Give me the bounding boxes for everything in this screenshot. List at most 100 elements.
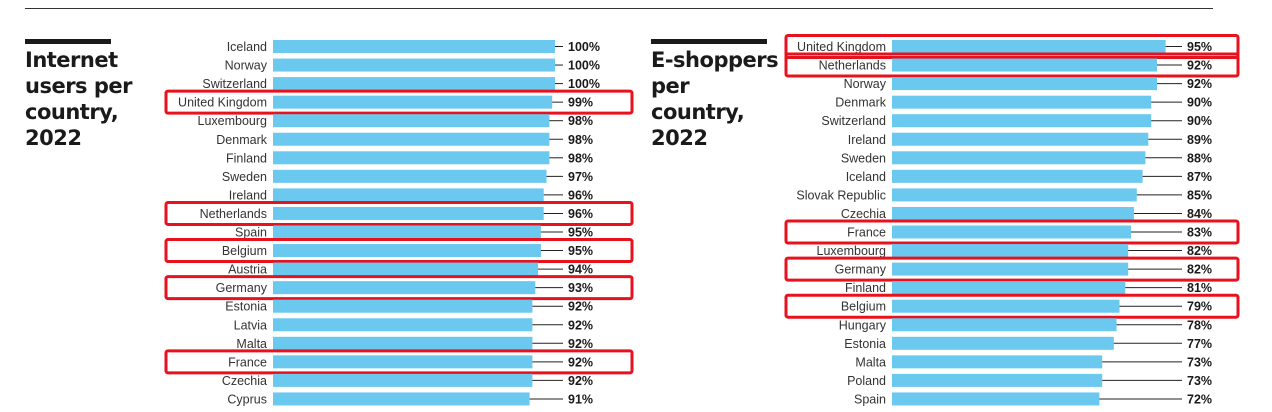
category-label: Netherlands — [819, 59, 886, 73]
bar-france — [273, 355, 533, 369]
category-label: Finland — [226, 151, 267, 165]
value-label: 98% — [568, 114, 593, 128]
value-label: 73% — [1187, 355, 1212, 369]
bar-poland — [892, 373, 1103, 387]
value-label: 99% — [568, 96, 593, 110]
value-label: 84% — [1187, 207, 1212, 221]
category-label: Cyprus — [227, 392, 267, 406]
value-label: 93% — [568, 281, 593, 295]
value-label: 94% — [568, 263, 593, 277]
category-label: Germany — [835, 263, 887, 277]
value-label: 92% — [1187, 59, 1212, 73]
value-label: 95% — [568, 244, 593, 258]
value-label: 95% — [1187, 40, 1212, 54]
bar-malta — [892, 355, 1103, 369]
bar-luxembourg — [892, 244, 1129, 258]
category-label: Slovak Republic — [796, 188, 886, 202]
bar-latvia — [273, 318, 533, 332]
panel-title-accent-bar — [25, 39, 111, 44]
bar-belgium — [273, 244, 541, 258]
category-label: Czechia — [841, 207, 886, 221]
bar-hungary — [892, 318, 1117, 332]
highlight-box — [164, 89, 634, 115]
bar-iceland — [892, 169, 1143, 183]
panel-title-e-shoppers: E-shoppers per country, 2022 — [651, 48, 779, 150]
bar-sweden — [892, 151, 1146, 165]
category-label: Switzerland — [821, 114, 886, 128]
bar-czechia — [892, 206, 1134, 220]
bar-ireland — [892, 132, 1149, 146]
value-label: 73% — [1187, 374, 1212, 388]
category-label: Spain — [235, 226, 267, 240]
category-label: Norway — [225, 59, 268, 73]
category-label: Germany — [216, 281, 268, 295]
value-label: 98% — [568, 151, 593, 165]
bar-netherlands — [273, 206, 544, 220]
value-label: 96% — [568, 207, 593, 221]
category-label: Austria — [228, 263, 267, 277]
value-label: 100% — [568, 77, 600, 91]
highlight-box — [784, 34, 1240, 59]
value-label: 98% — [568, 133, 593, 147]
value-label: 100% — [568, 40, 600, 54]
value-label: 92% — [568, 374, 593, 388]
bar-luxembourg — [273, 114, 550, 128]
category-label: Sweden — [222, 170, 267, 184]
value-label: 87% — [1187, 170, 1212, 184]
category-label: Finland — [845, 281, 886, 295]
value-label: 100% — [568, 59, 600, 73]
bar-estonia — [892, 336, 1114, 350]
value-label: 90% — [1187, 114, 1212, 128]
bar-slovak-republic — [892, 188, 1137, 202]
value-label: 88% — [1187, 151, 1212, 165]
category-label: Denmark — [835, 96, 886, 110]
category-label: Hungary — [839, 318, 887, 332]
bar-switzerland — [273, 77, 555, 91]
category-label: Netherlands — [200, 207, 267, 221]
highlight-box — [164, 275, 634, 301]
value-label: 78% — [1187, 318, 1212, 332]
category-label: Ireland — [848, 133, 886, 147]
value-label: 79% — [1187, 300, 1212, 314]
highlight-box — [164, 200, 634, 226]
value-label: 83% — [1187, 226, 1212, 240]
value-label: 96% — [568, 188, 593, 202]
bar-united-kingdom — [892, 40, 1166, 53]
bar-netherlands — [892, 58, 1157, 72]
bar-ireland — [273, 188, 544, 202]
category-label: Malta — [236, 337, 267, 351]
bar-spain — [892, 392, 1100, 406]
bar-norway — [273, 58, 555, 72]
panel-title-internet-users: Internet users per country, 2022 — [25, 48, 133, 150]
bar-norway — [892, 77, 1157, 91]
category-label: United Kingdom — [178, 96, 267, 110]
category-label: Estonia — [844, 337, 886, 351]
bar-finland — [892, 281, 1126, 295]
value-label: 92% — [568, 318, 593, 332]
highlight-box — [784, 256, 1240, 282]
category-label: Sweden — [841, 151, 886, 165]
bar-denmark — [892, 95, 1152, 109]
bar-austria — [273, 262, 539, 276]
value-label: 92% — [568, 300, 593, 314]
category-label: Spain — [854, 392, 886, 406]
highlight-box — [784, 219, 1240, 245]
highlight-box — [784, 52, 1240, 78]
bar-denmark — [273, 132, 550, 146]
panel-title-accent-bar — [651, 39, 767, 44]
value-label: 91% — [568, 392, 593, 406]
value-label: 92% — [1187, 77, 1212, 91]
value-label: 82% — [1187, 244, 1212, 258]
value-label: 95% — [568, 226, 593, 240]
top-divider-line — [25, 8, 1213, 9]
bar-belgium — [892, 299, 1120, 313]
value-label: 89% — [1187, 133, 1212, 147]
bar-malta — [273, 336, 533, 350]
category-label: Norway — [844, 77, 887, 91]
category-label: Estonia — [225, 300, 267, 314]
bar-united-kingdom — [273, 95, 553, 109]
category-label: Belgium — [222, 244, 267, 258]
bar-germany — [273, 281, 536, 295]
bar-iceland — [273, 40, 555, 53]
e-shoppers-bar-chart: United Kingdom 95% Netherlands 92% Norway 92%… — [784, 34, 1240, 406]
